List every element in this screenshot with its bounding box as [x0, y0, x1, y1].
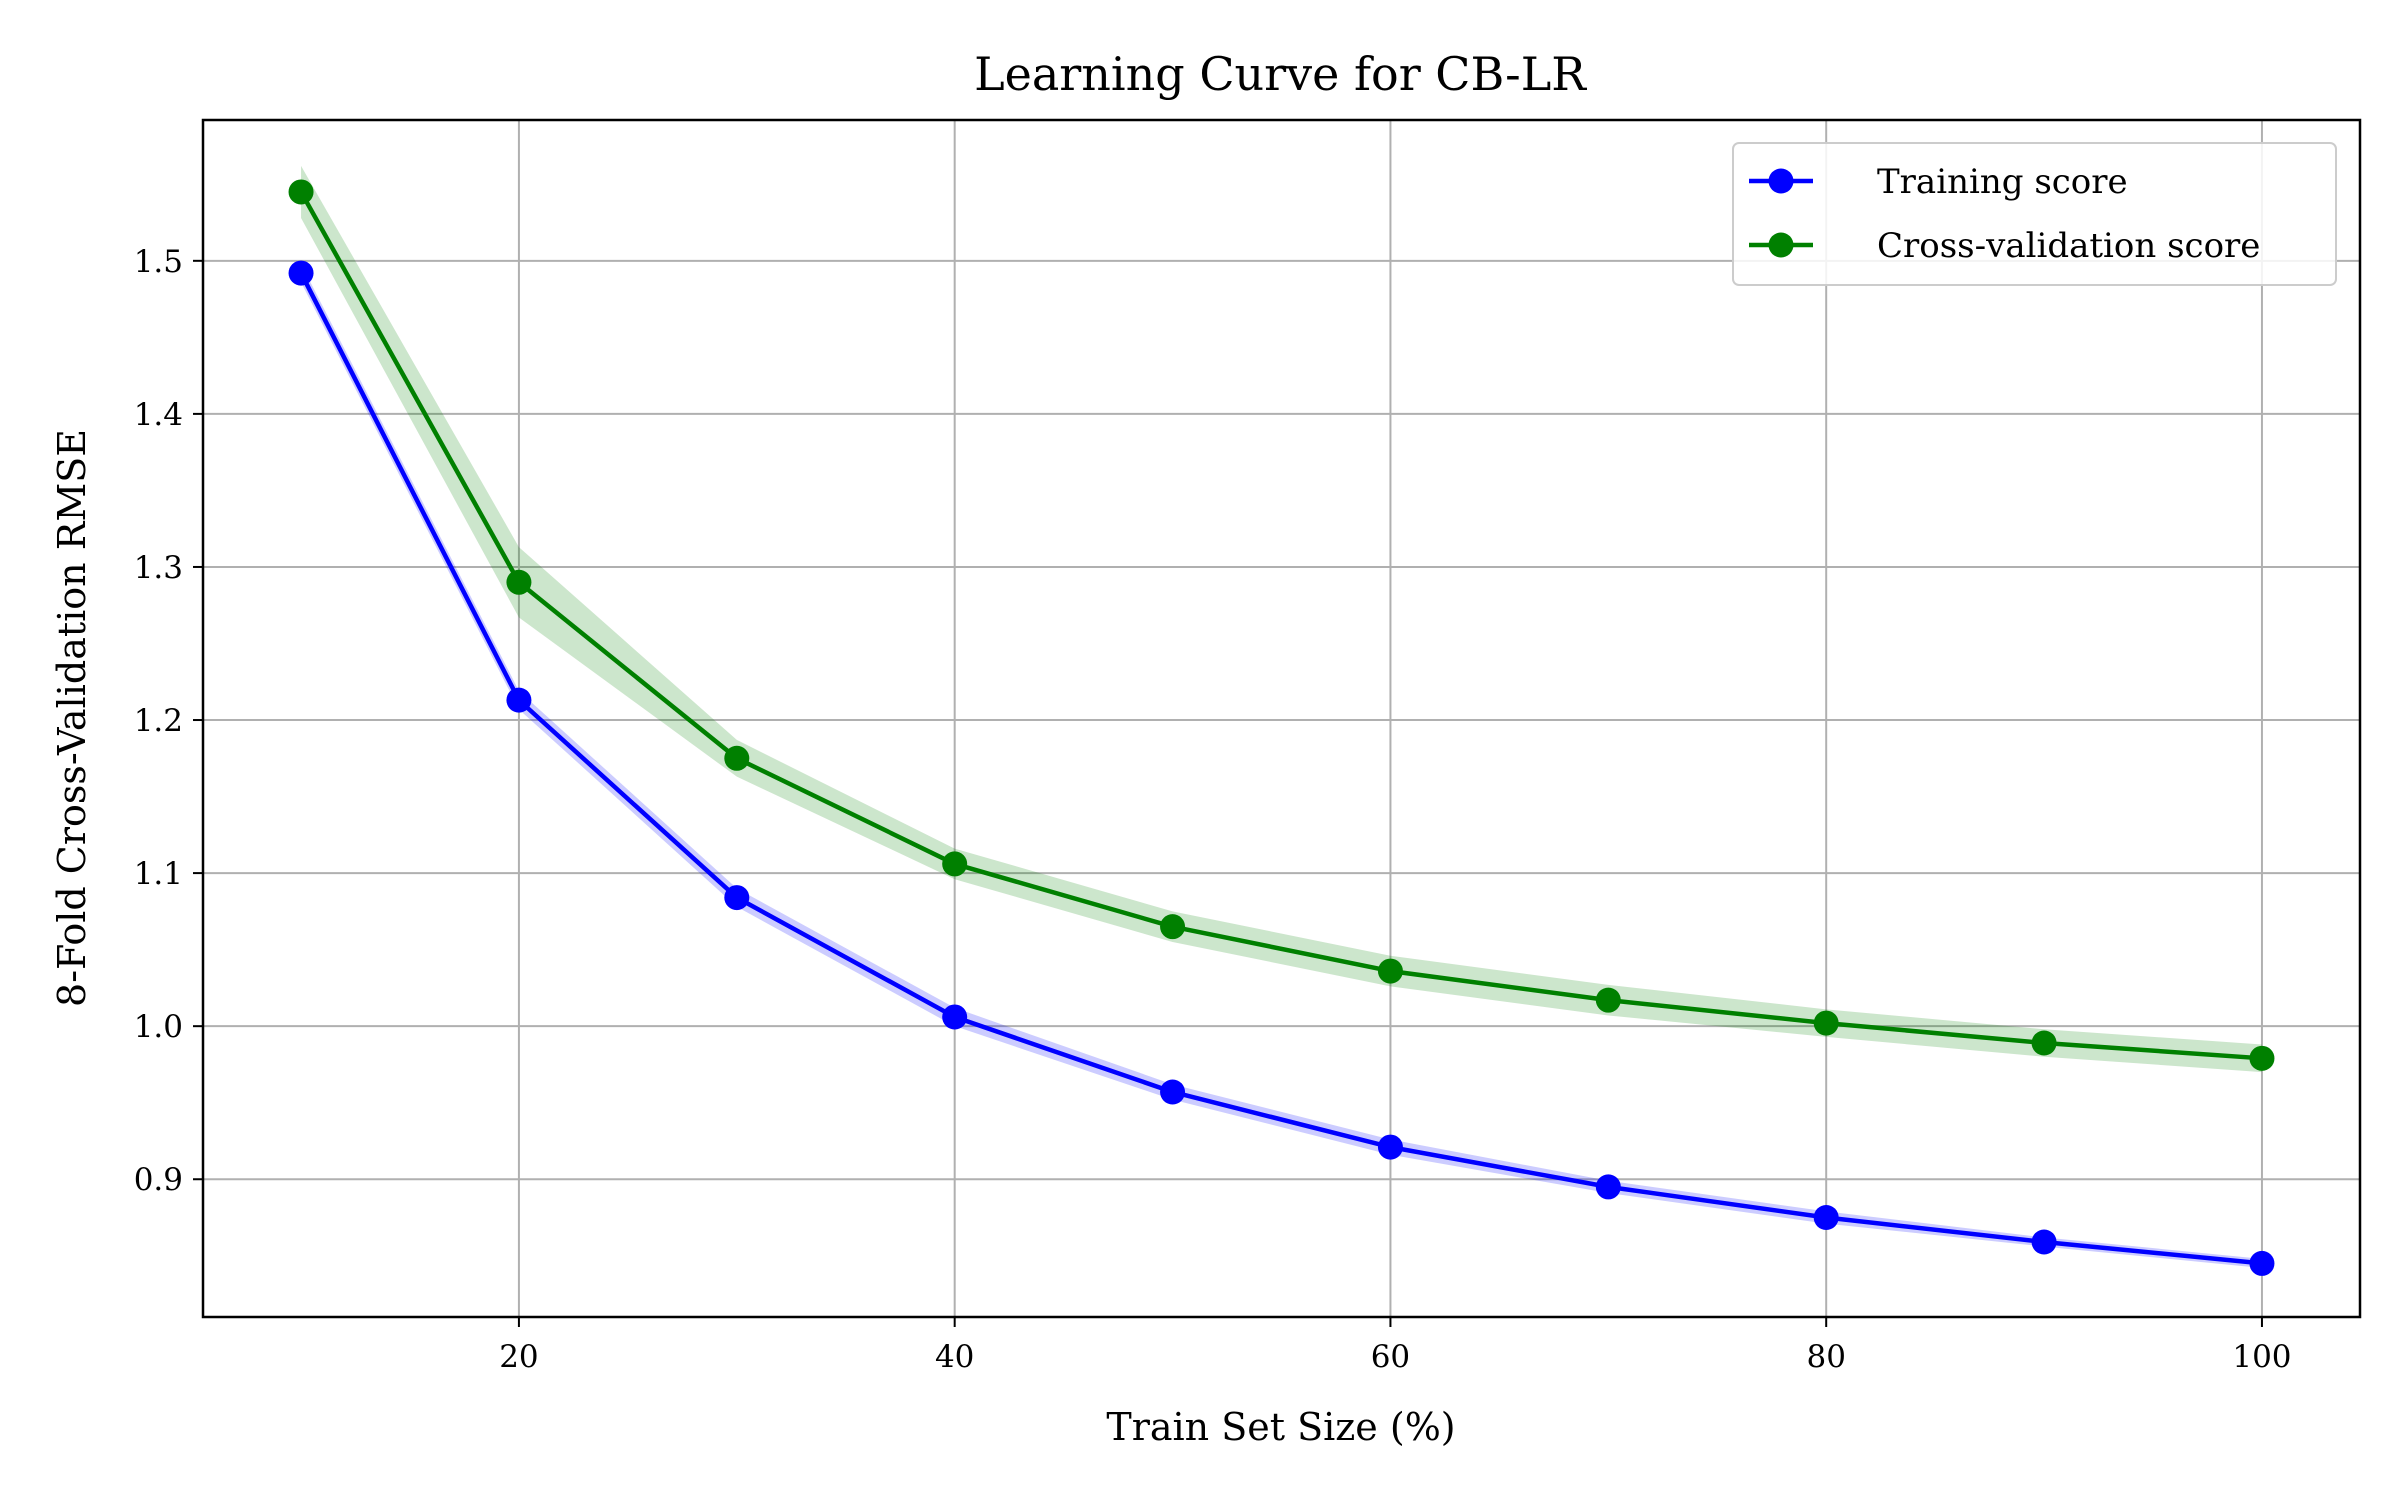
x-tick-label: 60: [1371, 1339, 1410, 1375]
x-tick-label: 100: [2232, 1339, 2291, 1375]
training-score-point: [1813, 1205, 1839, 1231]
cross-validation-score-point: [942, 851, 968, 877]
legend-box: [1732, 142, 2337, 286]
y-tick-label: 0.9: [134, 1162, 183, 1198]
cross-validation-score-line: [299, 190, 2263, 1061]
training-score-point: [1160, 1079, 1186, 1105]
axis-ticks: 20 40 60 80 100 0.9 1.0 1.1 1.2 1.3 1.4 1.5: [134, 244, 2292, 1375]
cross-validation-score-point: [2031, 1030, 2057, 1056]
cross-validation-score-point: [1377, 958, 1403, 984]
y-tick-label: 1.4: [134, 397, 183, 433]
y-tick-label: 1.0: [134, 1009, 183, 1045]
legend-cross-validation-marker: [1768, 232, 1794, 258]
confidence-bands: [301, 165, 2262, 1269]
training-score-line: [299, 272, 2263, 1266]
cross-validation-score-point: [724, 745, 750, 771]
x-tick-label: 80: [1806, 1339, 1845, 1375]
cross-validation-score-point: [2249, 1045, 2275, 1071]
cross-validation-score-point: [1813, 1010, 1839, 1036]
plot-frame: [201, 118, 2362, 1319]
training-score-point: [1377, 1134, 1403, 1160]
data-points: [288, 179, 2275, 1276]
cross-validation-score-point: [288, 179, 314, 205]
y-tick-label: 1.1: [134, 856, 183, 892]
legend-cross-validation-label: Cross-validation score: [1877, 226, 2260, 266]
legend-training-label: Training score: [1877, 162, 2128, 202]
training-score-point: [288, 260, 314, 286]
legend-training-marker: [1768, 168, 1794, 194]
y-axis-label: 8-Fold Cross-Validation RMSE: [50, 429, 94, 1007]
x-tick-label: 20: [499, 1339, 538, 1375]
training-score-point: [724, 885, 750, 911]
training-score-point: [2031, 1229, 2057, 1255]
legend: Training score Cross-validation score: [1732, 142, 2337, 286]
training-score-point: [942, 1004, 968, 1030]
cross-validation-score-point: [1160, 914, 1186, 940]
y-tick-label: 1.3: [134, 550, 183, 586]
training-score-point: [2249, 1250, 2275, 1276]
series-lines: [299, 190, 2263, 1266]
y-tick-label: 1.5: [134, 244, 183, 280]
x-axis-label: Train Set Size (%): [1106, 1405, 1455, 1449]
cross-validation-std-band: [301, 165, 2262, 1073]
cross-validation-score-point: [506, 569, 532, 595]
y-tick-label: 1.2: [134, 703, 183, 739]
cross-validation-score-point: [1595, 987, 1621, 1013]
grid: [203, 120, 2360, 1317]
chart-title: Learning Curve for CB-LR: [974, 47, 1587, 101]
training-score-point: [1595, 1174, 1621, 1200]
training-score-point: [506, 687, 532, 713]
x-tick-label: 40: [935, 1339, 974, 1375]
